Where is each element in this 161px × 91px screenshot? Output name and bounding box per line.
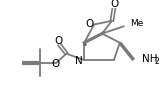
Text: Me: Me (130, 19, 143, 28)
Text: O: O (54, 36, 63, 46)
Text: O: O (85, 19, 93, 29)
Text: O: O (111, 0, 119, 9)
Text: •: • (83, 41, 88, 50)
Text: NH: NH (142, 54, 157, 64)
Text: 2: 2 (155, 57, 159, 66)
Text: N: N (75, 56, 83, 66)
Text: O: O (51, 59, 60, 69)
